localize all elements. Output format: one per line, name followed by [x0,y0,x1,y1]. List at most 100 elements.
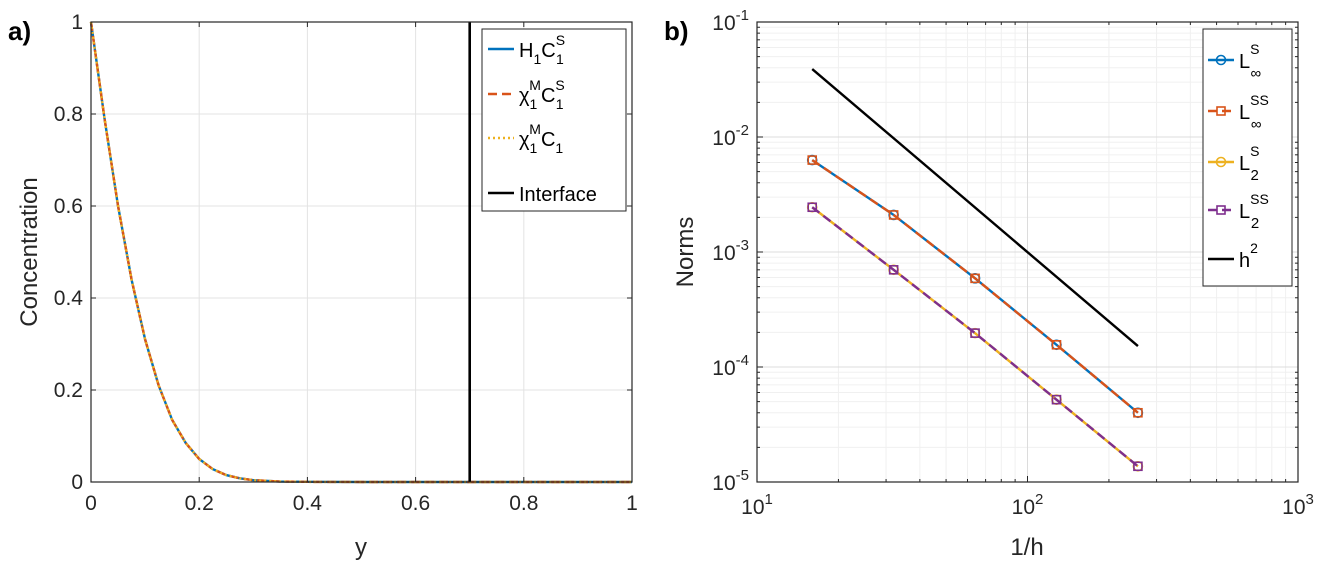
legend-sup: S [556,32,565,48]
chart-a-legend-label-1: χ1MCS 1 [519,77,565,112]
tick-base: 10 [712,472,735,495]
legend-base: χ [519,85,530,107]
legend-sub: ∞ [1251,116,1262,133]
chart-b-legend-label-1: LSS ∞ [1239,92,1269,133]
chart-b-point-square [970,328,980,338]
legend-base: L [1239,153,1250,175]
chart-a-ytick-label: 0.4 [54,287,84,310]
chart-b-point-square [970,273,980,284]
tick-exp: -2 [736,122,749,139]
chart-a-axes-box [90,21,633,483]
chart-b-legend-marker [1215,156,1227,168]
chart-b-point-square [1051,394,1062,405]
legend-sup: SS [1250,191,1269,207]
chart-b-series-line-1 [811,159,1139,414]
chart-a-ylabel: Concentration [16,177,43,326]
legend-base: H [519,40,533,62]
chart-b-ytick-label: 10-1 [712,7,749,35]
chart-b-ytick-label: 10-2 [712,122,749,150]
chart-a-legend-label-0: H1CS 1 [519,32,565,67]
legend-base: L [1239,51,1250,73]
chart-a-ytick-label: 0 [71,471,83,494]
tick-exp: -4 [736,352,749,369]
chart-b-legend-marker [1215,54,1227,66]
chart-b-series [806,68,1144,472]
chart-b-legend-label-3: LSS 2 [1239,191,1269,232]
tick-base: 10 [712,242,735,265]
chart-b-point-square [888,210,899,220]
chart-b-legend-label-2: LS 2 [1239,143,1259,184]
chart-a-ytick-label: 1 [71,11,83,34]
chart-b-point-square [807,155,818,165]
tick-exp: 3 [1306,491,1314,508]
chart-b-legend-marker [1216,106,1226,116]
chart-a-xtick-label: 0 [85,492,97,515]
chart-b-legend-label-0: LS ∞ [1239,41,1261,82]
chart-a-ytick-label: 0.6 [54,195,83,218]
legend-sub: 1 [530,96,538,112]
chart-a-xlabel: y [355,534,367,561]
chart-b-point-square [1051,339,1062,350]
tick-exp: -1 [736,7,749,24]
panel-b-label: b) [664,16,689,46]
chart-b-xtick-label: 103 [1282,491,1314,519]
chart-a-ticks: 0 0.2 0.4 0.6 0.8 1 0 0.2 0.4 0.6 0.8 1 [54,11,638,515]
chart-a-series-line-2 [89,21,632,484]
legend-sup: S [555,77,564,93]
chart-b-ytick-label: 10-3 [712,237,749,265]
tick-base: 10 [712,127,735,150]
legend-base: L [1239,201,1250,223]
chart-b-xtick-label: 101 [741,491,773,519]
panel-a-label: a) [8,16,31,46]
legend-base: h [1239,250,1250,272]
chart-a-xtick-label: 0.2 [185,492,214,515]
chart-b-ytick-label: 10-5 [712,467,749,495]
chart-a-xtick-label: 0.4 [293,492,323,515]
legend-sup: M [529,77,541,93]
chart-b-series-line-2 [811,206,1139,468]
chart-b-legend-marker [1216,205,1226,215]
tick-base: 10 [712,12,735,35]
tick-exp: -5 [736,467,749,484]
chart-a-xtick-label: 0.6 [401,492,430,515]
chart-a-legend-box [481,28,627,212]
chart-b-point-square [1133,461,1143,472]
legend-base: χ [519,129,530,151]
legend-sub: 1 [556,51,564,67]
chart-b-legend-label-4: h2 [1239,240,1258,272]
legend-sub: 1 [555,140,563,156]
legend-sup: SS [1250,92,1269,108]
tick-base: 10 [712,357,735,380]
legend-mid: C [541,40,555,62]
chart-a-ytick-label: 0.8 [54,103,83,126]
chart-a-legend-label-3: Interface [519,184,597,206]
legend-sub: 2 [1251,215,1259,232]
chart-b-xtick-label: 102 [1012,491,1044,519]
tick-base: 10 [1012,496,1035,519]
legend-base: L [1239,102,1250,124]
legend-sub: 2 [1250,167,1258,184]
chart-b-point-square [1133,407,1143,418]
legend-sup: S [1250,41,1259,57]
chart-a-xtick-label: 0.8 [509,492,538,515]
legend-sup: M [529,121,541,137]
legend-sub: 1 [533,51,541,67]
legend-sup: S [1250,143,1259,159]
tick-base: 10 [741,496,764,519]
legend-mid: C [541,129,555,151]
legend-sub: 1 [556,96,564,112]
chart-b-ytick-label: 10-4 [712,352,749,380]
chart-a-ytick-label: 0.2 [54,379,83,402]
chart-b-legend-box [1202,28,1293,287]
chart-b-point-square [888,265,899,275]
tick-exp: 2 [1035,491,1043,508]
legend-sub: ∞ [1250,65,1261,82]
tick-base: 10 [1282,496,1305,519]
chart-b-ylabel: Norms [672,217,699,288]
legend-sub: 1 [530,140,538,156]
chart-b-xlabel: 1/h [1010,534,1043,561]
chart-a: 0 0.2 0.4 0.6 0.8 1 0 0.2 0.4 0.6 0.8 1 y Concentra… [16,11,638,561]
